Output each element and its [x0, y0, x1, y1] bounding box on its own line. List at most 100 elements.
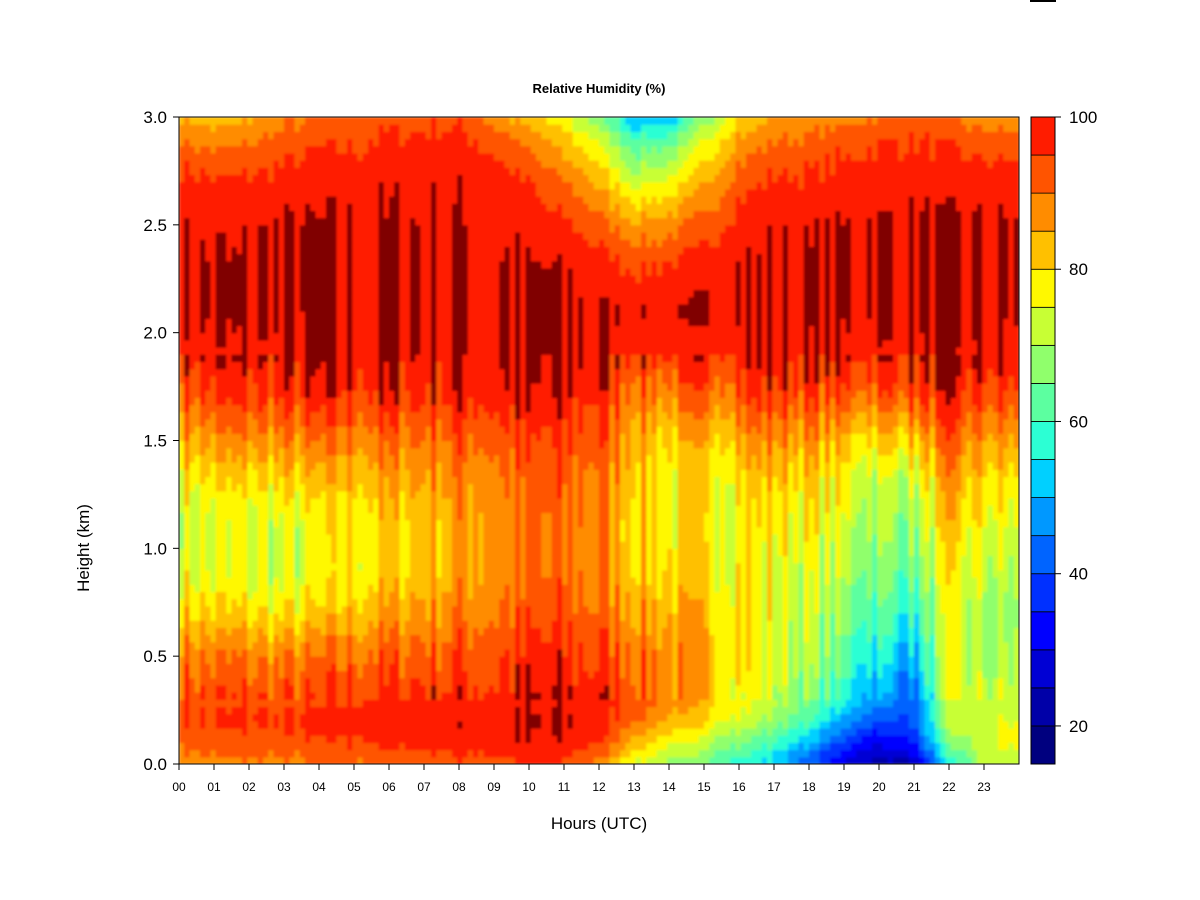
heatmap-cell: [326, 462, 332, 470]
heatmap-cell: [462, 418, 469, 427]
heatmap-cell: [394, 577, 401, 585]
heatmap-cell: [394, 749, 401, 758]
heatmap-cell: [210, 591, 217, 600]
heatmap-cell: [462, 275, 469, 283]
heatmap-cell: [383, 196, 390, 204]
heatmap-cell: [352, 591, 359, 600]
heatmap-cell: [425, 138, 432, 147]
heatmap-cell: [284, 627, 290, 636]
heatmap-cell: [347, 728, 353, 736]
heatmap-cell: [194, 390, 201, 398]
heatmap-cell: [310, 577, 317, 585]
heatmap-cell: [441, 454, 448, 463]
heatmap-cell: [373, 131, 380, 140]
heatmap-cell: [352, 541, 359, 549]
heatmap-cell: [210, 325, 217, 334]
heatmap-cell: [236, 117, 243, 125]
heatmap-cell: [194, 562, 201, 571]
heatmap-cell: [394, 469, 401, 478]
heatmap-cell: [368, 648, 374, 657]
heatmap-cell: [310, 382, 317, 391]
heatmap-cell: [252, 138, 259, 147]
heatmap-cell: [452, 239, 458, 247]
heatmap-cell: [289, 447, 296, 456]
heatmap-cell: [247, 454, 254, 463]
heatmap-cell: [284, 469, 290, 478]
heatmap-cell: [294, 253, 301, 262]
heatmap-cell: [252, 375, 259, 384]
heatmap-cell: [415, 555, 422, 564]
heatmap-cell: [268, 375, 275, 384]
heatmap-cell: [347, 670, 353, 679]
heatmap-cell: [436, 555, 443, 564]
heatmap-cell: [404, 541, 411, 549]
heatmap-cell: [289, 663, 296, 672]
heatmap-cell: [273, 728, 280, 736]
heatmap-cell: [305, 397, 311, 406]
heatmap-cell: [247, 634, 254, 643]
heatmap-cell: [431, 584, 437, 593]
heatmap-cell: [462, 354, 469, 363]
heatmap-cell: [431, 505, 437, 513]
heatmap-cell: [404, 411, 411, 420]
heatmap-cell: [189, 663, 196, 672]
heatmap-cell: [399, 735, 406, 744]
heatmap-cell: [389, 526, 395, 535]
heatmap-cell: [205, 253, 212, 262]
heatmap-cell: [457, 699, 464, 708]
heatmap-cell: [215, 699, 222, 708]
heatmap-cell: [247, 260, 254, 269]
heatmap-cell: [436, 332, 443, 341]
heatmap-cell: [289, 152, 296, 161]
heatmap-cell: [242, 418, 248, 427]
heatmap-cell: [399, 562, 406, 571]
heatmap-cell: [446, 217, 453, 226]
heatmap-cell: [278, 418, 285, 427]
heatmap-cell: [399, 368, 406, 377]
heatmap-cell: [231, 656, 238, 664]
heatmap-cell: [373, 426, 380, 434]
heatmap-cell: [457, 533, 464, 542]
heatmap-cell: [467, 749, 474, 758]
heatmap-cell: [368, 188, 374, 197]
heatmap-cell: [179, 145, 185, 154]
heatmap-cell: [268, 217, 275, 226]
heatmap-cell: [431, 620, 437, 629]
heatmap-cell: [289, 720, 296, 729]
heatmap-cell: [247, 203, 254, 212]
heatmap-cell: [284, 756, 290, 764]
heatmap-cell: [179, 404, 185, 413]
heatmap-cell: [305, 569, 311, 578]
heatmap-cell: [221, 699, 227, 708]
heatmap-cell: [362, 692, 369, 700]
heatmap-cell: [257, 720, 264, 729]
heatmap-cell: [278, 382, 285, 391]
heatmap-cell: [425, 289, 432, 298]
heatmap-cell: [305, 627, 311, 636]
heatmap-cell: [326, 620, 332, 629]
heatmap-cell: [394, 476, 401, 485]
heatmap-cell: [389, 203, 395, 212]
heatmap-cell: [431, 138, 437, 147]
heatmap-cell: [310, 433, 317, 442]
heatmap-cell: [242, 138, 248, 147]
heatmap-cell: [352, 275, 359, 283]
heatmap-cell: [362, 663, 369, 672]
heatmap-cell: [184, 318, 191, 327]
heatmap-cell: [189, 418, 196, 427]
heatmap-cell: [236, 648, 243, 657]
heatmap-cell: [221, 656, 227, 664]
heatmap-cell: [462, 361, 469, 370]
heatmap-cell: [194, 303, 201, 312]
heatmap-cell: [378, 382, 385, 391]
heatmap-cell: [284, 684, 290, 693]
heatmap-cell: [294, 339, 301, 348]
heatmap-cell: [362, 598, 369, 607]
heatmap-cell: [326, 526, 332, 535]
heatmap-cell: [310, 167, 317, 176]
heatmap-cell: [404, 145, 411, 154]
heatmap-cell: [378, 246, 385, 255]
heatmap-cell: [205, 555, 212, 564]
heatmap-cell: [462, 735, 469, 744]
heatmap-cell: [373, 490, 380, 499]
